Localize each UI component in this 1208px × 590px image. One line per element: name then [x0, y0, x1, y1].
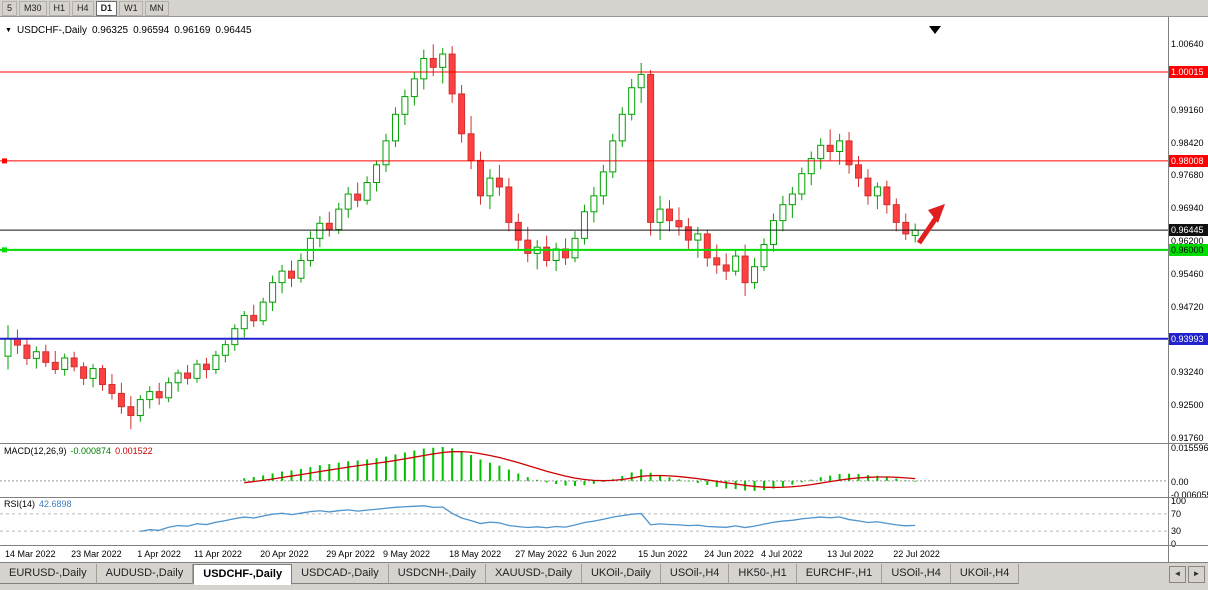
price-tick: 0.91760	[1171, 432, 1204, 443]
ohlc-close: 0.96445	[215, 25, 252, 36]
svg-text:14 Mar 2022: 14 Mar 2022	[5, 549, 56, 559]
svg-text:22 Jul 2022: 22 Jul 2022	[893, 549, 940, 559]
price-tick: 0.98420	[1171, 137, 1204, 148]
macd-indicator-label: MACD(12,26,9) -0.000874 0.001522	[4, 446, 157, 456]
rsi-axis-label: 100	[1171, 496, 1187, 506]
price-badge[interactable]: 0.93993	[1169, 332, 1208, 345]
svg-text:29 Apr 2022: 29 Apr 2022	[326, 549, 375, 559]
svg-text:6 Jun 2022: 6 Jun 2022	[572, 549, 617, 559]
panel-separators	[0, 443, 1168, 546]
macd-panel	[0, 447, 1168, 491]
svg-text:15 Jun 2022: 15 Jun 2022	[638, 549, 688, 559]
timeframe-button-mn[interactable]: MN	[144, 0, 169, 16]
shift-marker-icon	[929, 26, 941, 34]
macd-signal-value: 0.001522	[115, 446, 153, 456]
panel-separator	[1169, 497, 1208, 498]
tabs-scroll-left-button[interactable]: ◄	[1169, 566, 1186, 583]
price-chart-canvas[interactable]: 14 Mar 2022 23 Mar 2022 1 Apr 2022 11 Apr 2…	[0, 17, 1168, 562]
candles-layer	[4, 44, 919, 430]
timeframe-button-5[interactable]: 5	[2, 0, 18, 16]
price-badge[interactable]: 0.96000	[1169, 243, 1208, 256]
symbol-name: USDCHF-,Daily	[16, 25, 87, 36]
chart-collapse-icon[interactable]: ▼	[5, 27, 12, 34]
horizontal-lines-layer[interactable]	[0, 71, 1168, 340]
rsi-line	[140, 505, 916, 532]
svg-text:24 Jun 2022: 24 Jun 2022	[704, 549, 754, 559]
panel-separator	[1169, 545, 1208, 546]
ohlc-open: 0.96325	[91, 25, 129, 36]
price-tick: 0.97680	[1171, 170, 1204, 181]
price-tick: 0.95460	[1171, 268, 1204, 279]
chart-tab-3[interactable]: USDCAD-,Daily	[292, 564, 389, 584]
timeframe-button-m30[interactable]: M30	[19, 0, 47, 16]
chart-tab-0[interactable]: EURUSD-,Daily	[0, 564, 97, 584]
svg-text:27 May 2022: 27 May 2022	[515, 549, 567, 559]
macd-name: MACD(12,26,9)	[4, 446, 67, 456]
svg-text:18 May 2022: 18 May 2022	[449, 549, 501, 559]
ohlc-low: 0.96169	[174, 25, 211, 36]
tabs-scroll-controls: ◄ ►	[1169, 566, 1205, 583]
price-tick: 0.93240	[1171, 367, 1204, 378]
svg-text:1 Apr 2022: 1 Apr 2022	[137, 549, 181, 559]
timeframe-button-h1[interactable]: H1	[48, 0, 71, 16]
timeframe-toolbar: 5 M30 H1 H4 D1 W1 MN	[0, 0, 1208, 17]
macd-signal-line	[244, 450, 916, 489]
chart-tab-2[interactable]: USDCHF-,Daily	[193, 564, 293, 585]
chart-tab-8[interactable]: HK50-,H1	[729, 564, 797, 584]
price-tick: 0.94720	[1171, 301, 1204, 312]
svg-text:20 Apr 2022: 20 Apr 2022	[260, 549, 309, 559]
macd-axis-label: 0.015596	[1171, 443, 1208, 453]
price-badge[interactable]: 1.00015	[1169, 65, 1208, 78]
chart-tab-7[interactable]: USOil-,H4	[660, 564, 730, 584]
price-tick: 0.96200	[1171, 236, 1204, 246]
rsi-indicator-label: RSI(14) 42.6898	[4, 499, 76, 509]
chart-area[interactable]: 14 Mar 2022 23 Mar 2022 1 Apr 2022 11 Apr 2…	[0, 17, 1168, 562]
svg-text:11 Apr 2022: 11 Apr 2022	[194, 549, 242, 559]
chart-tab-9[interactable]: EURCHF-,H1	[796, 564, 883, 584]
price-badge[interactable]: 0.96445	[1169, 224, 1208, 237]
svg-text:4 Jul 2022: 4 Jul 2022	[761, 549, 803, 559]
rsi-axis-label: 30	[1171, 526, 1182, 537]
svg-text:23 Mar 2022: 23 Mar 2022	[71, 549, 122, 559]
macd-axis-label: -0.006055	[1171, 490, 1208, 500]
chart-tab-11[interactable]: UKOil-,H4	[950, 564, 1020, 584]
panel-separator	[1169, 443, 1208, 444]
ohlc-high: 0.96594	[133, 25, 170, 36]
timeframe-button-h4[interactable]: H4	[72, 0, 94, 16]
up-arrow-annotation[interactable]	[916, 204, 945, 245]
price-tick: 1.00640	[1171, 39, 1204, 50]
price-tick: 0.92500	[1171, 399, 1204, 410]
chart-tabs-bar: EURUSD-,Daily AUDUSD-,Daily USDCHF-,Daily U…	[0, 562, 1208, 590]
symbol-ohlc-label: ▼ USDCHF-,Daily 0.96325 0.96594 0.96169 0.964…	[5, 25, 257, 36]
price-tick: 0.96940	[1171, 203, 1204, 214]
chart-tab-1[interactable]: AUDUSD-,Daily	[96, 564, 194, 584]
rsi-axis-label: 0	[1171, 539, 1177, 549]
price-tick: 0.99160	[1171, 104, 1204, 115]
date-axis-labels: 14 Mar 2022 23 Mar 2022 1 Apr 2022 11 Apr 2…	[5, 549, 940, 559]
price-badge[interactable]: 0.98008	[1169, 154, 1208, 167]
timeframe-button-d1[interactable]: D1	[95, 0, 118, 16]
tabs-scroll-right-button[interactable]: ►	[1188, 566, 1205, 583]
rsi-panel	[0, 505, 1168, 532]
chart-tab-10[interactable]: USOil-,H4	[882, 564, 951, 584]
rsi-axis-label: 70	[1171, 508, 1182, 519]
chart-tab-6[interactable]: UKOil-,Daily	[581, 564, 661, 584]
timeframe-button-w1[interactable]: W1	[119, 0, 143, 16]
svg-text:13 Jul 2022: 13 Jul 2022	[827, 549, 874, 559]
svg-text:9 May 2022: 9 May 2022	[383, 549, 430, 559]
rsi-name: RSI(14)	[4, 499, 36, 509]
rsi-value: 42.6898	[39, 499, 72, 509]
macd-main-value: -0.000874	[70, 446, 112, 456]
chart-tab-5[interactable]: XAUUSD-,Daily	[485, 564, 582, 584]
chart-tab-4[interactable]: USDCNH-,Daily	[388, 564, 486, 584]
macd-axis-label: 0.00	[1171, 476, 1189, 487]
price-axis[interactable]: 1.00640 0.99160 0.98420 0.97680 0.96940 0.962…	[1168, 17, 1208, 562]
